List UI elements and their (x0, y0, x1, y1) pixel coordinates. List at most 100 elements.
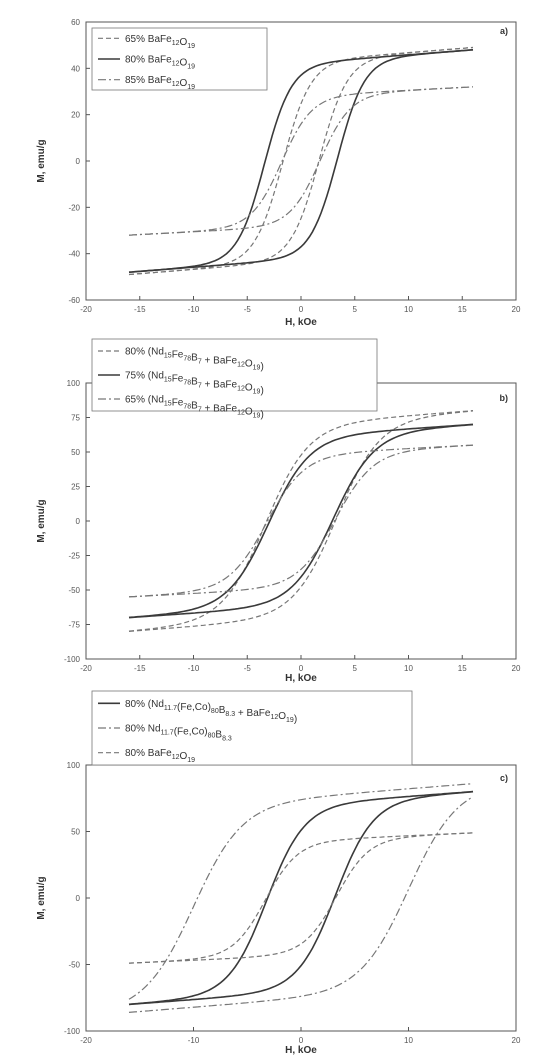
x-tick-label: 20 (512, 1036, 521, 1045)
curves-group (128, 46, 474, 276)
y-axis-label: M, emu/g (36, 876, 47, 919)
legend-item: 85% BaFe12O19 (98, 75, 195, 91)
series-line-3-descending (128, 444, 474, 598)
series-line-3-ascending (128, 86, 474, 236)
y-tick-label: 0 (76, 894, 81, 903)
y-tick-label: 25 (71, 483, 80, 492)
axes-group: -20 -15 -10 -5 0 5 10 15 20 -60 -40 -20 0 20 40 60 (68, 18, 521, 314)
y-tick-label: 100 (67, 761, 81, 770)
y-tick-label: -50 (68, 961, 80, 970)
x-tick-label: 20 (512, 664, 521, 673)
x-tick-label: 0 (299, 1036, 304, 1045)
x-tick-label: -20 (80, 305, 92, 314)
y-tick-label: 50 (71, 828, 80, 837)
plot-frame (85, 764, 517, 1032)
x-axis-label: H, kOe (285, 1045, 317, 1056)
legend-item: 75% (Nd15Fe78B7 + BaFe12O19) (98, 371, 264, 397)
panel-label: b) (500, 393, 509, 403)
series-line-3-descending (128, 832, 474, 964)
y-tick-label: 0 (76, 517, 81, 526)
x-tick-label: 20 (512, 305, 521, 314)
legend-label: 65% (Nd15Fe78B7 + BaFe12O19) (125, 395, 264, 421)
series-line-1-descending (128, 410, 474, 632)
curves-group (128, 410, 474, 632)
x-tick-label: -20 (80, 1036, 92, 1045)
y-tick-label: 0 (76, 157, 81, 166)
x-tick-label: -10 (188, 1036, 200, 1045)
x-tick-label: 5 (353, 664, 358, 673)
legend-item: 80% BaFe12O19 (98, 748, 195, 764)
legend-label: 80% BaFe12O19 (125, 748, 195, 764)
series-line-1-descending (128, 46, 474, 276)
series-line-3-ascending (128, 832, 474, 964)
series-line-2-descending (128, 49, 474, 273)
legend: 80% (Nd15Fe78B7 + BaFe12O19)75% (Nd15Fe7… (91, 338, 378, 421)
y-tick-label: 40 (71, 64, 80, 73)
y-tick-label: -100 (64, 655, 81, 664)
legend-label: 85% BaFe12O19 (125, 75, 195, 91)
legend-label: 65% BaFe12O19 (125, 34, 195, 50)
series-line-2-ascending (128, 796, 474, 1013)
y-axis-label: M, emu/g (36, 499, 47, 542)
x-tick-label: 5 (353, 305, 358, 314)
series-line-2-descending (128, 783, 474, 1000)
chart-panel-b: -20 -15 -10 -5 0 5 10 15 20-100-75-50-2502550751… (36, 338, 521, 684)
x-tick-label: 0 (299, 664, 304, 673)
y-tick-label: -40 (68, 250, 80, 259)
legend-item: 80% BaFe12O19 (98, 55, 195, 71)
x-tick-label: -15 (134, 305, 146, 314)
y-tick-label: -50 (68, 586, 80, 595)
y-tick-label: 75 (71, 414, 80, 423)
x-tick-label: 15 (458, 305, 467, 314)
legend-item: 80% (Nd11.7(Fe,Co)80B8.3 + BaFe12O19) (98, 699, 297, 725)
y-tick-label: -60 (68, 296, 80, 305)
legend-box (91, 690, 413, 766)
x-tick-label: -10 (188, 664, 200, 673)
legend-item: 65% BaFe12O19 (98, 34, 195, 50)
x-tick-label: 10 (404, 305, 413, 314)
curves-group (128, 783, 474, 1013)
y-tick-label: 50 (71, 448, 80, 457)
legend-item: 65% (Nd15Fe78B7 + BaFe12O19) (98, 395, 264, 421)
x-tick-label: 10 (404, 1036, 413, 1045)
x-tick-label: -5 (244, 305, 252, 314)
legend-label: 80% (Nd15Fe78B7 + BaFe12O19) (125, 347, 264, 373)
y-tick-label: -75 (68, 621, 80, 630)
chart-panel-a: -20 -15 -10 -5 0 5 10 15 20 -60 -40 -20 0 20 40 60 65% … (36, 18, 521, 328)
x-axis-label: H, kOe (285, 673, 317, 684)
x-tick-label: -5 (244, 664, 252, 673)
series-line-1-descending (128, 790, 474, 1006)
x-tick-label: -10 (188, 305, 200, 314)
x-tick-label: 15 (458, 664, 467, 673)
series-line-2-descending (128, 423, 474, 619)
series-line-1-ascending (128, 790, 474, 1006)
series-line-2-ascending (128, 423, 474, 619)
legend-item: 80% (Nd15Fe78B7 + BaFe12O19) (98, 347, 264, 373)
legend: 80% (Nd11.7(Fe,Co)80B8.3 + BaFe12O19)80%… (91, 690, 413, 766)
y-tick-label: 100 (67, 379, 81, 388)
legend-label: 80% (Nd11.7(Fe,Co)80B8.3 + BaFe12O19) (125, 699, 297, 725)
x-tick-label: -15 (134, 664, 146, 673)
legend-box (91, 338, 378, 412)
legend: 65% BaFe12O19 80% BaFe12O19 85% BaFe12O19 (91, 27, 268, 91)
panel-label: a) (500, 26, 508, 36)
axes-group: -20 -15 -10 -5 0 5 10 15 20-100-75-50-2502550751… (64, 379, 521, 673)
legend-label: 80% BaFe12O19 (125, 55, 195, 71)
y-tick-label: 60 (71, 18, 80, 27)
panel-label: c) (500, 773, 508, 783)
y-tick-label: 20 (71, 111, 80, 120)
legend-label: 75% (Nd15Fe78B7 + BaFe12O19) (125, 371, 264, 397)
x-axis-label: H, kOe (285, 317, 317, 328)
x-tick-label: 10 (404, 664, 413, 673)
legend-label: 80% Nd11.7(Fe,Co)80B8.3 (125, 724, 232, 743)
y-axis-label: M, emu/g (36, 139, 47, 182)
x-tick-label: 0 (299, 305, 304, 314)
x-tick-label: -20 (80, 664, 92, 673)
plot-frame (85, 382, 517, 660)
legend-item: 80% Nd11.7(Fe,Co)80B8.3 (98, 724, 232, 743)
series-line-1-ascending (128, 410, 474, 632)
legend-box (91, 27, 268, 91)
series-line-3-descending (128, 86, 474, 236)
